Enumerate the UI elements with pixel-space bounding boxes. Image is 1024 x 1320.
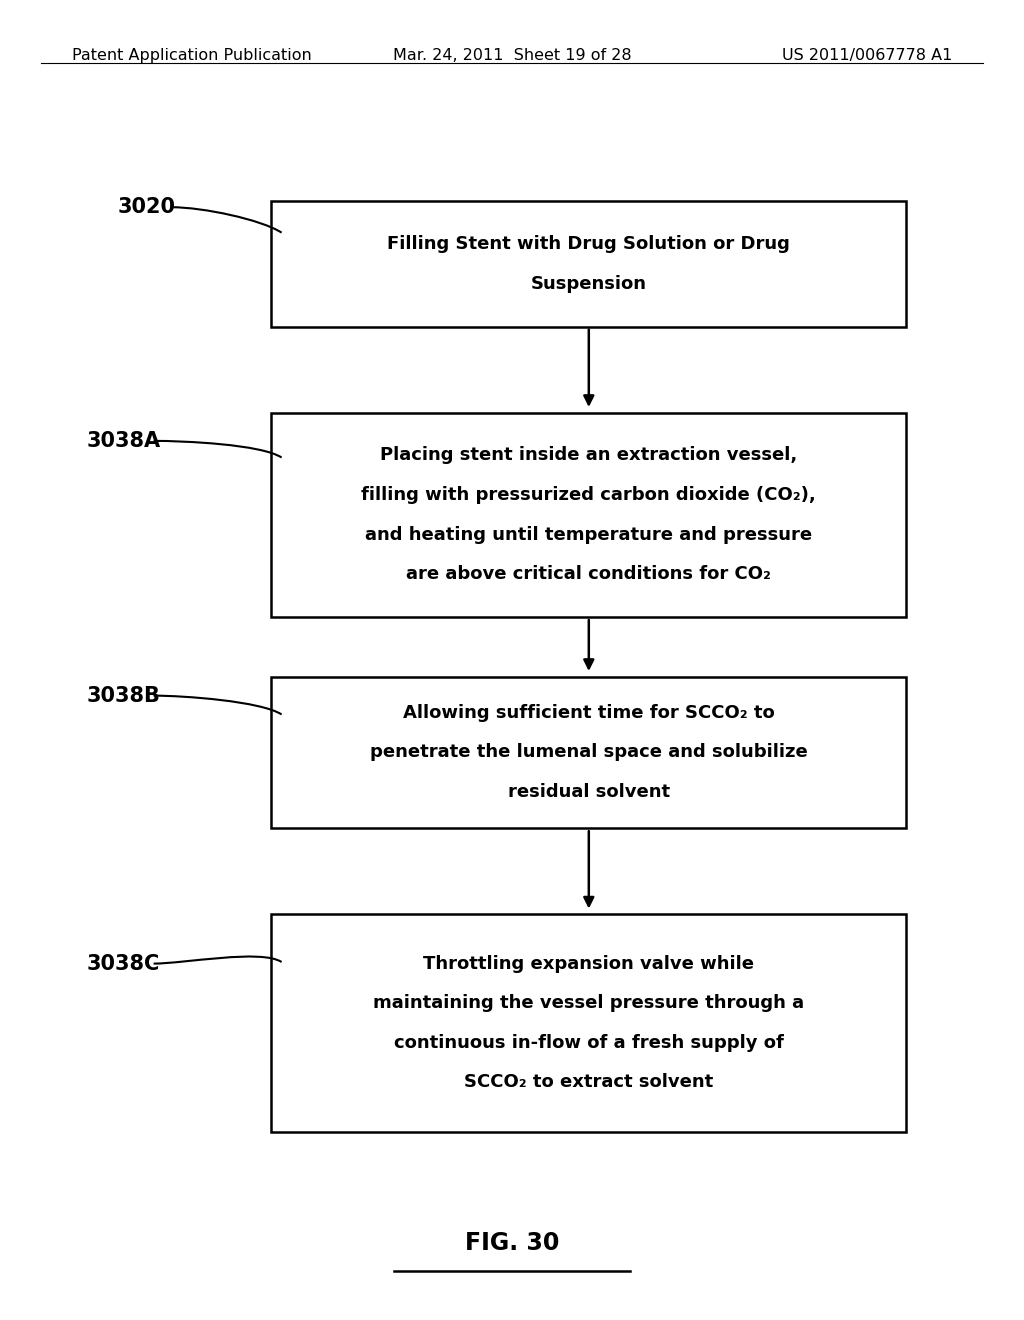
Text: 3038A: 3038A [87, 430, 161, 451]
Bar [271, 676, 906, 829]
Text: continuous in-flow of a fresh supply of: continuous in-flow of a fresh supply of [394, 1034, 783, 1052]
Text: FIG. 30: FIG. 30 [465, 1232, 559, 1255]
Text: maintaining the vessel pressure through a: maintaining the vessel pressure through … [373, 994, 805, 1012]
Text: Patent Application Publication: Patent Application Publication [72, 48, 311, 62]
Text: Filling Stent with Drug Solution or Drug: Filling Stent with Drug Solution or Drug [387, 235, 791, 253]
Bar [271, 913, 906, 1131]
Text: Suspension: Suspension [530, 275, 647, 293]
Bar [271, 412, 906, 618]
Text: are above critical conditions for CO₂: are above critical conditions for CO₂ [407, 565, 771, 583]
Text: and heating until temperature and pressure: and heating until temperature and pressu… [366, 525, 812, 544]
Text: penetrate the lumenal space and solubilize: penetrate the lumenal space and solubili… [370, 743, 808, 762]
Text: Placing stent inside an extraction vessel,: Placing stent inside an extraction vesse… [380, 446, 798, 465]
Text: 3038C: 3038C [87, 953, 161, 974]
Text: Throttling expansion valve while: Throttling expansion valve while [423, 954, 755, 973]
Text: 3038B: 3038B [87, 685, 161, 706]
Bar [271, 201, 906, 326]
Text: residual solvent: residual solvent [508, 783, 670, 801]
Text: US 2011/0067778 A1: US 2011/0067778 A1 [782, 48, 952, 62]
Text: 3020: 3020 [118, 197, 176, 218]
Text: Allowing sufficient time for SCCO₂ to: Allowing sufficient time for SCCO₂ to [402, 704, 775, 722]
Text: SCCO₂ to extract solvent: SCCO₂ to extract solvent [464, 1073, 714, 1092]
Text: filling with pressurized carbon dioxide (CO₂),: filling with pressurized carbon dioxide … [361, 486, 816, 504]
Text: Mar. 24, 2011  Sheet 19 of 28: Mar. 24, 2011 Sheet 19 of 28 [392, 48, 632, 62]
